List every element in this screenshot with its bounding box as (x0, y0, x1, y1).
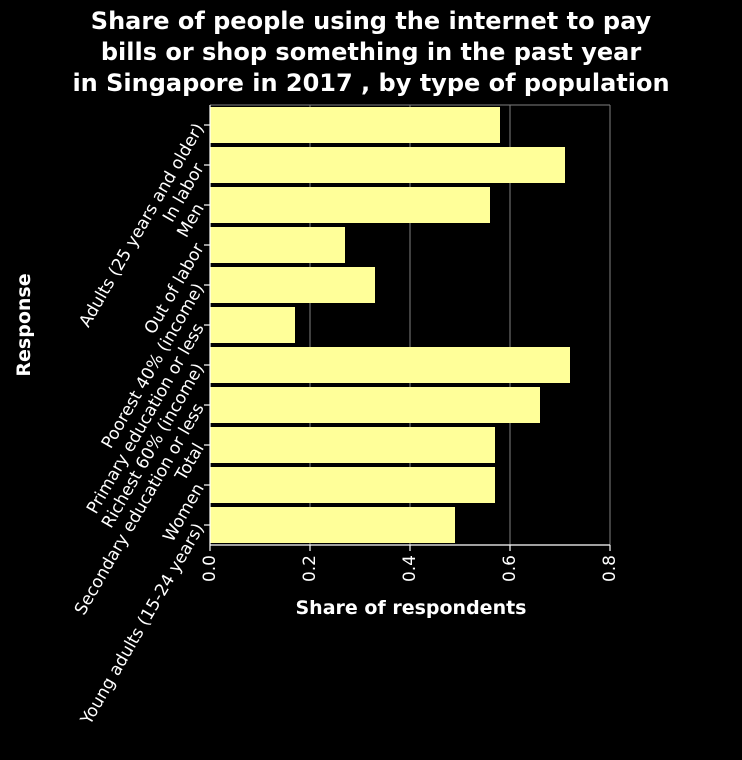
bar (210, 427, 495, 463)
chart-title: Share of people using the internet to pa… (72, 7, 670, 97)
x-tick-label: 0.2 (300, 555, 320, 582)
x-axis-title: Share of respondents (296, 597, 527, 619)
bar (210, 507, 455, 543)
bar (210, 307, 295, 343)
bar (210, 347, 570, 383)
y-tick-label: Young adults (15-24 years) (76, 520, 208, 729)
x-tick-label: 0.6 (500, 555, 520, 582)
bar (210, 147, 565, 183)
bar (210, 387, 540, 423)
x-tick-label: 0.8 (600, 555, 620, 582)
bar (210, 187, 490, 223)
x-tick-label: 0.0 (200, 555, 220, 582)
x-tick-label: 0.4 (400, 555, 420, 582)
y-axis-title: Response (13, 273, 35, 376)
bar (210, 267, 375, 303)
bar (210, 107, 500, 143)
bar (210, 227, 345, 263)
bar (210, 467, 495, 503)
